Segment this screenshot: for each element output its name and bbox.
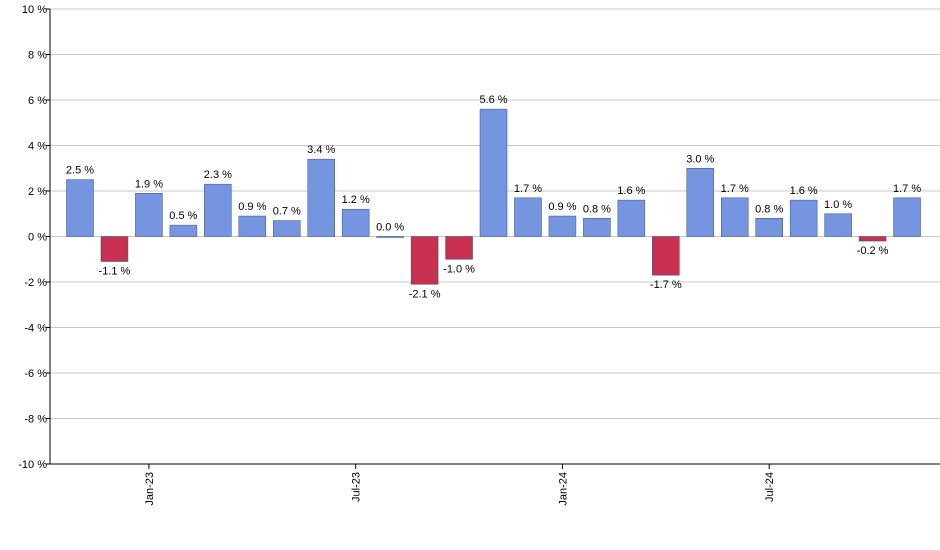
bar [686,168,715,237]
bar [479,108,508,237]
value-label: 0.0 % [376,222,404,234]
bar [617,199,646,237]
value-label: 1.6 % [617,185,645,197]
value-label: 1.7 % [514,183,542,195]
value-label: 3.0 % [686,153,714,165]
value-label: -0.2 % [857,245,889,257]
value-label: -1.1 % [99,266,131,278]
value-label: 2.3 % [204,169,232,181]
y-tick-label: -4 % [24,323,47,335]
value-label: 1.2 % [342,194,370,206]
value-label: 1.9 % [135,178,163,190]
y-tick-label: 8 % [28,50,47,62]
value-label: 0.8 % [583,203,611,215]
y-tick-label: 2 % [28,186,47,198]
value-label: 1.7 % [893,183,921,195]
value-label: 1.0 % [824,199,852,211]
bar [755,218,783,237]
bar [376,236,404,238]
x-tick-label: Jan-24 [557,472,569,506]
y-tick-label: 10 % [22,4,47,16]
y-tick-label: 6 % [28,95,47,107]
bar [100,236,129,262]
value-label: -2.1 % [409,288,441,300]
bar [548,215,577,237]
bar [204,183,232,237]
bar [858,236,887,242]
y-tick-label: -2 % [24,277,47,289]
value-label: 0.9 % [238,201,266,213]
bar [238,215,267,237]
value-label: -1.0 % [443,263,475,275]
bar [169,224,198,237]
value-label: 3.4 % [307,144,335,156]
bar [273,220,301,237]
x-tick-label: Jul-24 [764,472,776,502]
bar [893,197,921,237]
bar [789,199,818,237]
value-label: 0.8 % [755,203,783,215]
value-label: 5.6 % [479,94,507,106]
value-label: 0.9 % [548,201,576,213]
bar [307,158,335,237]
y-tick-label: 4 % [28,141,47,153]
value-label: 2.5 % [66,165,94,177]
bar [824,213,852,237]
value-label: 0.7 % [273,206,301,218]
bar [410,236,439,285]
value-label: 0.5 % [169,210,197,222]
value-label: 1.7 % [721,183,749,195]
x-tick-label: Jan-23 [144,472,156,506]
bar [135,193,163,237]
y-tick-label: -6 % [24,368,47,380]
value-label: 1.6 % [790,185,818,197]
y-tick-label: -10 % [18,459,47,471]
bar [341,208,370,237]
bar [66,179,94,237]
bar [583,218,611,237]
bar [652,236,680,276]
bar [445,236,473,260]
y-tick-label: 0 % [28,232,47,244]
bar [720,197,749,237]
bar [514,197,542,237]
y-tick-label: -8 % [24,414,47,426]
x-tick-label: Jul-23 [351,472,363,502]
value-label: -1.7 % [650,279,682,291]
